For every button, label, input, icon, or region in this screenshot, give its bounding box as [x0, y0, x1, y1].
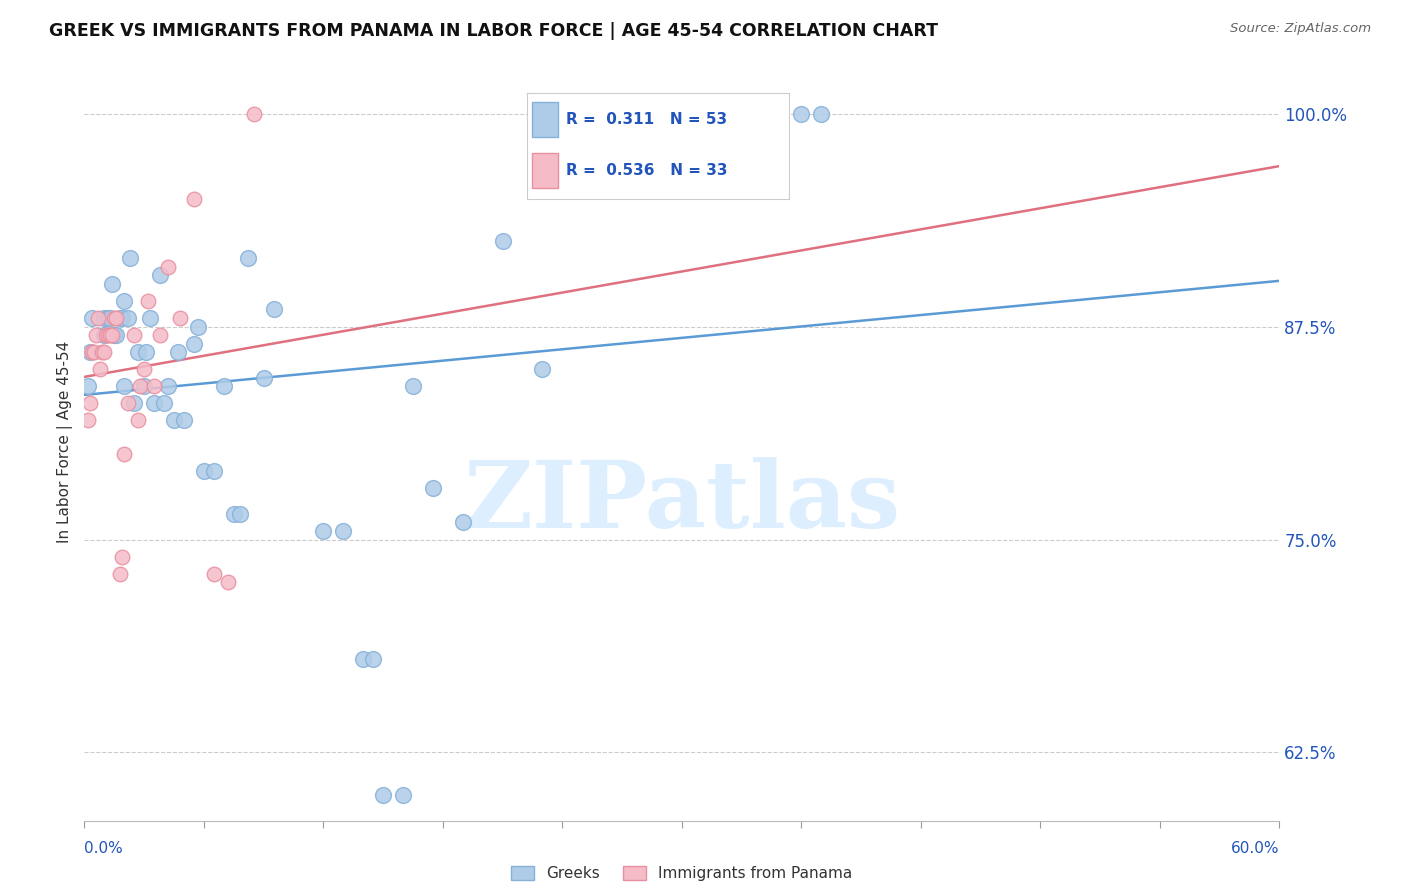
Point — [153, 396, 176, 410]
Point — [132, 362, 156, 376]
Point — [149, 328, 172, 343]
Point — [117, 396, 139, 410]
Point — [135, 345, 157, 359]
Point — [122, 396, 145, 410]
Point — [183, 336, 205, 351]
Point — [122, 328, 145, 343]
Point — [169, 311, 191, 326]
Point — [236, 252, 259, 266]
Point — [183, 192, 205, 206]
Point — [790, 106, 813, 120]
Point — [93, 345, 115, 359]
Point — [531, 362, 554, 376]
Point — [167, 345, 190, 359]
Point — [127, 413, 149, 427]
Point — [139, 311, 162, 326]
Point — [98, 328, 121, 343]
Point — [112, 293, 135, 308]
Point — [173, 413, 195, 427]
Point — [93, 311, 115, 326]
Point — [103, 311, 125, 326]
Point — [82, 345, 104, 359]
Point — [96, 328, 118, 343]
Point — [202, 464, 225, 478]
Point — [97, 328, 120, 343]
Point — [132, 379, 156, 393]
Point — [110, 566, 132, 581]
Point — [253, 370, 276, 384]
Point — [492, 235, 515, 249]
Point — [111, 311, 134, 326]
Text: Source: ZipAtlas.com: Source: ZipAtlas.com — [1230, 22, 1371, 36]
Point — [91, 345, 114, 359]
Point — [312, 524, 335, 538]
Point — [187, 319, 209, 334]
Text: GREEK VS IMMIGRANTS FROM PANAMA IN LABOR FORCE | AGE 45-54 CORRELATION CHART: GREEK VS IMMIGRANTS FROM PANAMA IN LABOR… — [49, 22, 938, 40]
Point — [82, 345, 104, 359]
Point — [117, 311, 139, 326]
Legend: Greeks, Immigrants from Panama: Greeks, Immigrants from Panama — [512, 866, 852, 881]
Point — [127, 345, 149, 359]
Point — [101, 277, 124, 291]
Point — [83, 345, 105, 359]
Point — [263, 302, 285, 317]
Point — [402, 379, 425, 393]
Text: 60.0%: 60.0% — [1232, 841, 1279, 856]
Point — [129, 379, 152, 393]
Point — [143, 379, 166, 393]
Y-axis label: In Labor Force | Age 45-54: In Labor Force | Age 45-54 — [58, 341, 73, 542]
Point — [120, 252, 142, 266]
Point — [143, 396, 166, 410]
Point — [77, 379, 100, 393]
Point — [98, 311, 121, 326]
Text: ZIPatlas: ZIPatlas — [464, 458, 900, 547]
Point — [212, 379, 235, 393]
Point — [422, 482, 444, 496]
Point — [105, 328, 128, 343]
Point — [112, 447, 135, 461]
Point — [101, 328, 124, 343]
Point — [89, 362, 111, 376]
Point — [87, 311, 110, 326]
Point — [79, 345, 101, 359]
Point — [373, 788, 395, 802]
Point — [600, 106, 623, 120]
Point — [451, 516, 474, 530]
Point — [352, 652, 374, 666]
Text: 0.0%: 0.0% — [84, 841, 124, 856]
Point — [111, 549, 134, 564]
Point — [810, 106, 832, 120]
Point — [112, 379, 135, 393]
Point — [242, 106, 264, 120]
Point — [93, 328, 115, 343]
Point — [79, 396, 101, 410]
Point — [193, 464, 215, 478]
Point — [77, 413, 100, 427]
Point — [136, 293, 159, 308]
Point — [157, 260, 180, 274]
Point — [110, 311, 132, 326]
Point — [361, 652, 384, 666]
Point — [222, 507, 245, 521]
Point — [157, 379, 180, 393]
Point — [651, 106, 673, 120]
Point — [97, 311, 120, 326]
Point — [103, 328, 125, 343]
Point — [82, 311, 104, 326]
Point — [105, 311, 128, 326]
Point — [86, 328, 108, 343]
Point — [229, 507, 252, 521]
Point — [202, 566, 225, 581]
Point — [392, 788, 415, 802]
Point — [149, 268, 172, 283]
Point — [163, 413, 186, 427]
Point — [217, 575, 239, 590]
Point — [332, 524, 354, 538]
